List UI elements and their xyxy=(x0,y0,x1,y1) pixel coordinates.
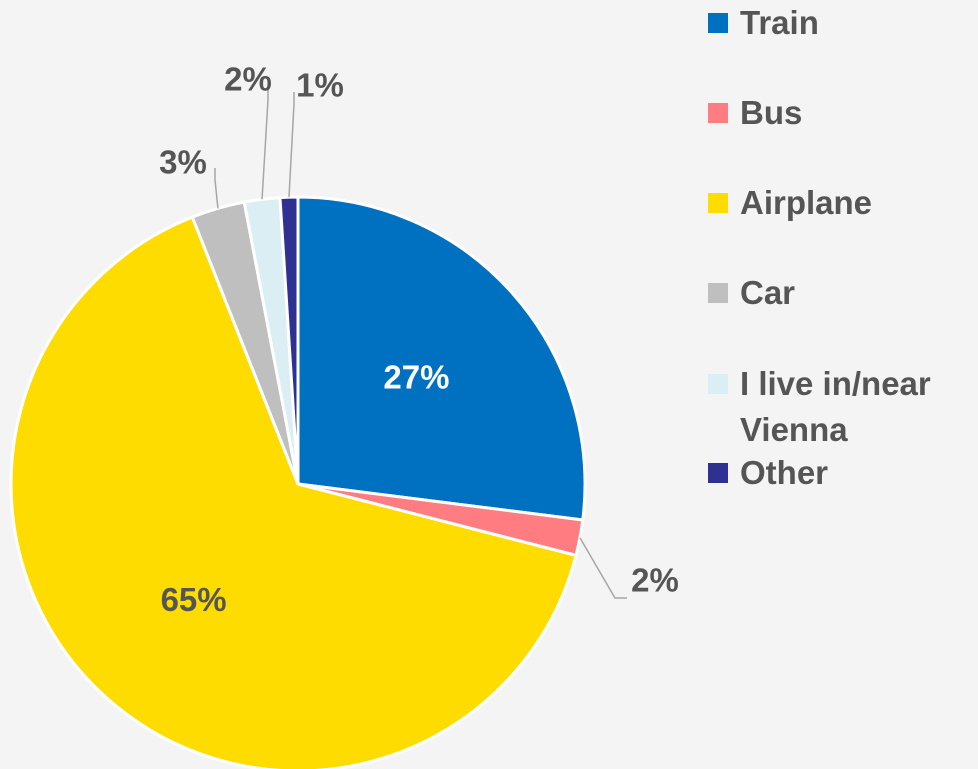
legend-label: Bus xyxy=(740,94,803,131)
legend-swatch xyxy=(708,103,728,123)
legend-label: I live in/near Vienna xyxy=(740,365,931,448)
pie-slice xyxy=(296,195,587,522)
legend-item: Airplane xyxy=(708,180,976,226)
legend-label: Other xyxy=(740,454,829,491)
leader-line xyxy=(214,168,219,209)
legend-label: Airplane xyxy=(740,184,873,221)
data-label: 27% xyxy=(383,358,449,395)
leader-line xyxy=(288,92,295,198)
legend-swatch xyxy=(708,13,728,33)
legend-item: Other xyxy=(708,450,976,496)
data-label: 3% xyxy=(159,144,207,181)
legend-item: Car xyxy=(708,270,976,316)
data-label: 2% xyxy=(224,61,272,98)
leader-line xyxy=(579,537,627,599)
data-label: 1% xyxy=(296,67,344,104)
leader-line xyxy=(261,88,269,200)
legend-swatch xyxy=(708,374,728,394)
legend-label: Car xyxy=(740,274,796,311)
pie-slice xyxy=(9,215,578,769)
data-label: 65% xyxy=(161,581,227,618)
legend-swatch xyxy=(708,193,728,213)
legend-swatch xyxy=(708,283,728,303)
data-label: 2% xyxy=(631,562,679,599)
legend-item: Train xyxy=(708,0,976,46)
legend-label: Train xyxy=(740,4,819,41)
legend-swatch xyxy=(708,463,728,483)
legend-item: I live in/near Vienna xyxy=(708,361,976,453)
legend-item: Bus xyxy=(708,90,976,136)
